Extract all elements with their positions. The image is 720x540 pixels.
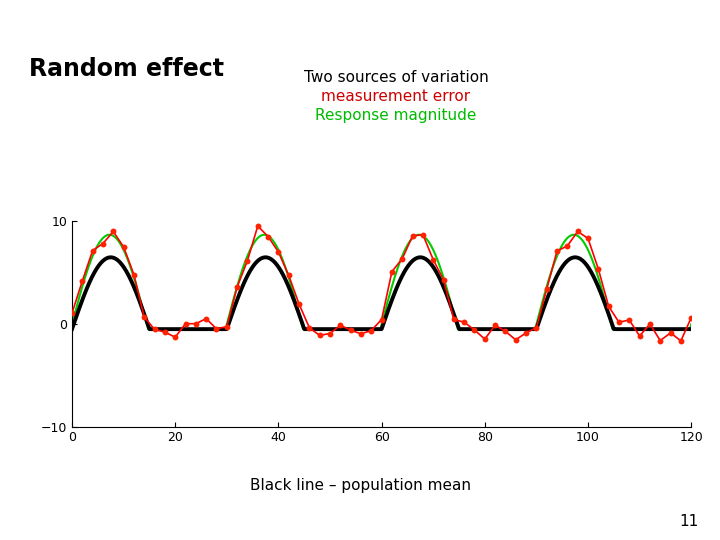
Text: Black line – population mean: Black line – population mean (250, 478, 470, 493)
Point (552, 247, 563, 255)
Point (417, 231, 428, 239)
Point (624, 316, 635, 325)
Point (685, 313, 697, 322)
Point (500, 327, 511, 336)
Point (593, 265, 604, 273)
Point (211, 325, 222, 333)
Point (613, 318, 625, 327)
Point (159, 328, 171, 336)
Text: Response magnitude: Response magnitude (315, 108, 477, 123)
Point (428, 255, 439, 264)
Point (221, 322, 233, 331)
Point (273, 248, 284, 256)
Point (335, 321, 346, 329)
Point (76, 276, 88, 285)
Point (459, 318, 470, 327)
Point (448, 315, 459, 324)
Point (149, 325, 161, 334)
Point (603, 302, 614, 310)
Point (87, 246, 99, 255)
Point (304, 323, 315, 332)
Point (200, 314, 212, 323)
Point (665, 328, 676, 337)
Point (510, 335, 521, 344)
Point (169, 333, 181, 341)
Point (128, 271, 140, 279)
Text: Two sources of variation: Two sources of variation (304, 70, 488, 85)
Point (654, 336, 666, 345)
Point (490, 321, 501, 329)
Point (190, 319, 202, 328)
Point (572, 227, 583, 236)
Point (324, 329, 336, 338)
Point (438, 275, 449, 284)
Point (366, 326, 377, 335)
Point (376, 315, 387, 324)
Point (479, 335, 490, 343)
Point (314, 331, 325, 340)
Point (582, 234, 594, 243)
Text: ♖UCL: ♖UCL (613, 13, 688, 37)
Point (521, 328, 532, 337)
Point (293, 300, 305, 308)
Point (469, 326, 480, 334)
Point (107, 227, 119, 236)
Point (386, 267, 397, 276)
Point (675, 336, 687, 345)
Point (252, 222, 264, 231)
Point (138, 313, 150, 321)
Point (355, 329, 366, 338)
Text: 11: 11 (679, 514, 698, 529)
Text: Random effect: Random effect (29, 57, 224, 80)
Text: measurement error: measurement error (321, 89, 471, 104)
Point (118, 242, 130, 251)
Point (262, 232, 274, 241)
Point (562, 241, 573, 250)
Point (634, 332, 645, 340)
Point (644, 320, 656, 328)
Point (407, 232, 418, 240)
Point (531, 323, 542, 332)
Point (97, 239, 109, 248)
Point (397, 254, 408, 263)
Point (541, 285, 552, 293)
Point (231, 283, 243, 292)
Point (345, 326, 356, 334)
Point (66, 309, 78, 318)
Point (283, 271, 294, 280)
Point (180, 319, 192, 328)
Point (242, 256, 253, 265)
